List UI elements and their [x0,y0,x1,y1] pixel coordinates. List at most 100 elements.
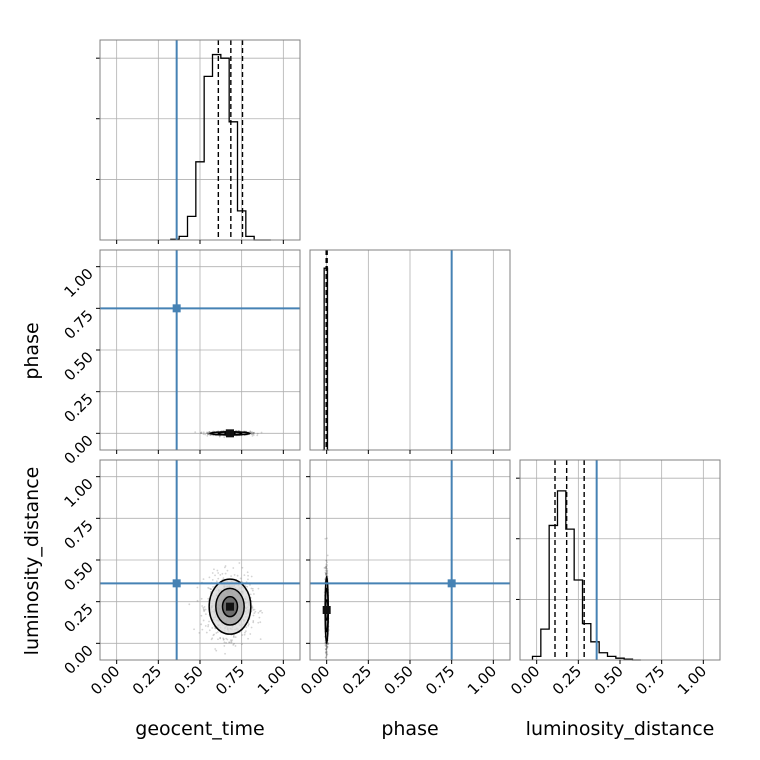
sample-point [213,633,215,636]
x-tick-label: 0.25 [549,662,585,698]
sample-point [247,624,250,627]
sample-point [215,580,218,583]
sample-point [324,569,327,572]
sample-point [217,577,220,580]
sample-point [244,630,247,632]
sample-point [258,616,261,619]
sample-point [247,623,250,626]
sample-point [216,631,219,634]
sample-point [325,572,327,575]
sample-point [209,588,212,590]
sample-point [325,645,327,648]
sample-point [326,537,328,540]
sample-point [206,433,209,436]
xlabel-phase: phase [381,718,438,740]
sample-point [223,436,226,439]
sample-point [203,610,206,613]
sample-point [232,567,235,569]
sample-point [214,627,217,630]
x-tick-label: 0.25 [129,662,165,698]
sample-point [260,609,262,612]
sample-point [219,636,222,639]
x-tick-label: 0.50 [590,662,626,698]
sample-point [325,650,328,652]
sample-point [251,434,254,437]
sample-point [214,648,217,650]
sample-point [207,432,210,434]
sample-point [325,569,328,572]
sample-point [253,431,255,434]
sample-point [325,648,328,651]
sample-point [250,432,253,435]
sample-point [325,559,328,562]
sample-point [250,433,253,435]
sample-point [234,645,237,647]
sample-point [257,587,260,590]
sample-point [246,571,249,574]
sample-point [199,432,202,435]
sample-point [325,567,328,570]
sample-point [325,647,328,650]
sample-point [223,566,226,569]
sample-point [212,634,215,637]
sample-point [325,565,328,568]
sample-point [209,434,212,437]
sample-point [206,431,208,434]
x-tick-label: 0.00 [87,662,123,698]
sample-point [216,569,219,572]
sample-point [205,432,208,435]
sample-point [250,431,253,434]
sample-point [224,652,226,655]
sample-point [205,631,208,634]
sample-point [202,431,205,434]
sample-point [258,610,261,613]
sample-point [324,537,327,540]
y-tick-label: 0.00 [60,431,96,467]
sample-point [231,639,234,642]
sample-point [201,605,204,607]
sample-point [326,653,329,656]
sample-point [326,642,329,645]
sample-point [217,638,219,641]
sample-point [249,430,252,433]
sample-point [259,638,262,640]
y-tick-label: 1.00 [60,475,96,511]
sample-point [325,644,328,646]
sample-point [261,611,264,614]
sample-point [249,633,252,635]
sample-point [223,645,226,647]
sample-point [327,642,330,645]
sample-point [326,561,328,564]
x-tick-label: 0.00 [507,662,543,698]
sample-point [325,648,327,651]
sample-point [236,574,239,577]
sample-point [230,641,233,644]
sample-point [200,597,203,600]
sample-point [210,588,212,591]
sample-point [207,433,210,435]
sample-point [200,432,202,434]
sample-point [188,603,191,606]
sample-point [207,597,210,600]
sample-point [202,578,205,581]
sample-point [207,624,210,626]
sample-point [254,610,257,613]
sample-point [223,641,226,644]
sample-point [326,643,329,646]
x-tick-label: 0.75 [632,662,668,698]
sample-point [206,432,209,435]
sample-point [324,648,327,650]
sample-point [325,643,328,646]
sample-point [225,641,228,644]
sample-point [226,638,229,641]
sample-point [208,430,211,433]
sample-point [324,565,327,568]
sample-point [250,626,253,629]
sample-point [325,573,327,576]
sample-point [252,621,255,624]
sample-point [325,650,328,653]
sample-point [208,629,211,632]
sample-point [251,607,254,609]
sample-point [257,621,260,624]
